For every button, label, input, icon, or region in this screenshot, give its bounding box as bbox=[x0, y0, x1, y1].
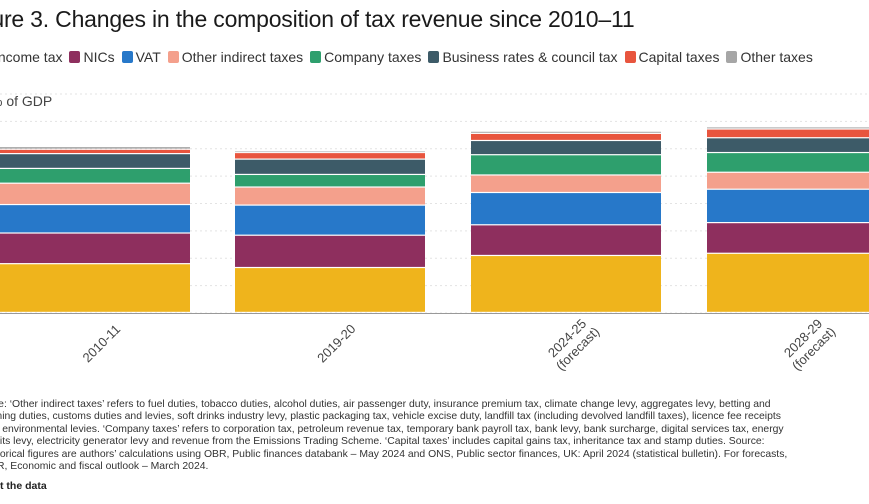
note-line: gaming duties, customs duties and levies… bbox=[0, 411, 781, 423]
bar-segment bbox=[471, 133, 661, 140]
legend-item: Capital taxes bbox=[624, 49, 720, 65]
legend-swatch bbox=[121, 51, 133, 63]
x-tick-label: 2019-20 bbox=[314, 321, 358, 365]
legend-item: Other indirect taxes bbox=[167, 49, 304, 65]
bar-segment bbox=[707, 253, 869, 312]
legend-swatch bbox=[167, 51, 179, 63]
bar-segment bbox=[235, 205, 425, 235]
legend-swatch bbox=[624, 51, 636, 63]
bar-segment bbox=[0, 154, 190, 168]
bar-segment bbox=[0, 264, 190, 312]
legend-label: Company taxes bbox=[324, 49, 422, 65]
legend-label: Other taxes bbox=[740, 49, 813, 65]
bar-segment bbox=[471, 225, 661, 255]
bar-segment bbox=[235, 235, 425, 267]
bar-segment bbox=[707, 138, 869, 152]
bar-segment bbox=[235, 187, 425, 205]
bar-segment bbox=[235, 153, 425, 159]
legend-item: Business rates & council tax bbox=[428, 49, 618, 65]
legend-swatch bbox=[310, 51, 322, 63]
bar-segment bbox=[707, 153, 869, 172]
bar-segment bbox=[0, 233, 190, 264]
x-tick-label-line: 2010-11 bbox=[80, 322, 124, 366]
bar-segment bbox=[707, 127, 869, 129]
stacked-bar-chart: 2010-11 2019-20 2024-25(forecast) 2028-29(f… bbox=[0, 93, 869, 373]
legend-item: Other taxes bbox=[726, 49, 813, 65]
y-axis-label: % of GDP bbox=[0, 93, 53, 109]
legend-label: VAT bbox=[135, 49, 161, 65]
chart-title: Figure 3. Changes in the composition of … bbox=[0, 6, 635, 32]
note-line: Note: ‘Other indirect taxes’ refers to f… bbox=[0, 399, 771, 410]
x-tick-label: 2028-29(forecast) bbox=[781, 316, 838, 373]
legend-item: VAT bbox=[121, 49, 161, 65]
bar-segment bbox=[471, 155, 661, 175]
legend-swatch bbox=[428, 51, 440, 63]
bar-segment bbox=[235, 151, 425, 153]
bar-segment bbox=[707, 129, 869, 138]
bar-segment bbox=[471, 131, 661, 133]
bar-segment bbox=[0, 205, 190, 233]
bar-segment bbox=[0, 149, 190, 154]
bar-segment bbox=[0, 147, 190, 149]
legend-item: NICs bbox=[69, 49, 115, 65]
bar-segment bbox=[235, 159, 425, 174]
legend-item: Company taxes bbox=[310, 49, 421, 65]
bar-segment bbox=[707, 223, 869, 253]
bar-segment bbox=[707, 172, 869, 189]
bar-segment bbox=[471, 141, 661, 155]
legend-label: Other indirect taxes bbox=[181, 49, 304, 65]
x-tick-label: 2024-25(forecast) bbox=[545, 316, 602, 373]
legend-label: Capital taxes bbox=[638, 49, 720, 65]
bar-segment bbox=[0, 169, 190, 183]
chart-notes: Note: ‘Other indirect taxes’ refers to f… bbox=[0, 399, 852, 473]
legend-item: Income tax bbox=[0, 49, 62, 65]
legend-label: Business rates & council tax bbox=[442, 49, 618, 65]
x-tick-label: 2010-11 bbox=[80, 322, 124, 366]
note-line: profits levy, electricity generator levy… bbox=[0, 436, 765, 448]
note-line: OBR, Economic and fiscal outlook – March… bbox=[0, 461, 209, 473]
note-line: and environmental levies. ‘Company taxes… bbox=[0, 423, 784, 435]
legend-label: NICs bbox=[83, 49, 115, 65]
bar-segment bbox=[235, 268, 425, 312]
legend-swatch bbox=[69, 51, 81, 63]
bar-segment bbox=[235, 175, 425, 187]
bar-segment bbox=[0, 183, 190, 204]
bar-segment bbox=[707, 189, 869, 223]
legend-label: Income tax bbox=[0, 49, 63, 65]
bar-segment bbox=[471, 175, 661, 192]
note-line: Historical figures are authors’ calculat… bbox=[0, 448, 788, 460]
bar-segment bbox=[471, 193, 661, 225]
legend-swatch bbox=[726, 51, 738, 63]
x-tick-label-line: 2019-20 bbox=[314, 321, 358, 365]
get-data-link[interactable]: Get the data bbox=[0, 480, 47, 492]
chart-legend: Income tax NICs VAT Other indirect taxes Com… bbox=[0, 49, 813, 65]
bar-segment bbox=[471, 256, 661, 312]
